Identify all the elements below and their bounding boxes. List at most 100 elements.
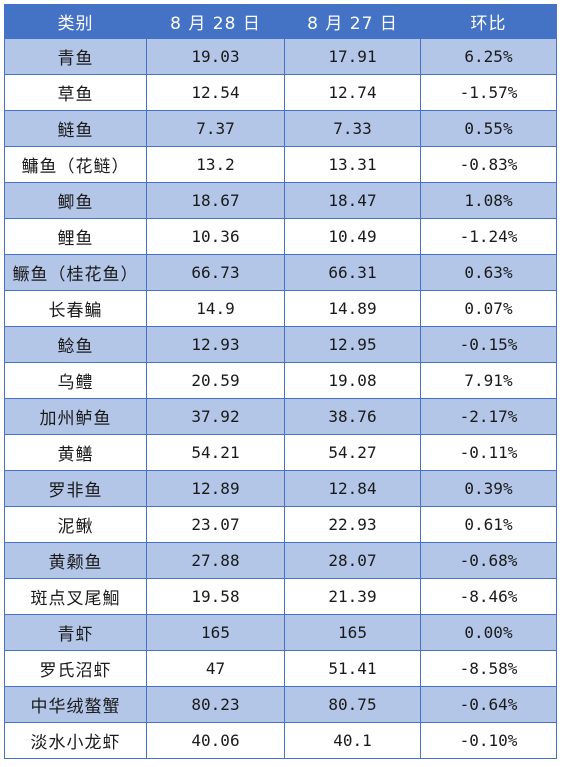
cell-category: 鳜鱼（桂花鱼）	[4, 254, 147, 291]
cell-price-aug27: 19.08	[284, 362, 421, 399]
cell-price-aug27: 12.95	[284, 326, 421, 363]
cell-category: 鲶鱼	[4, 326, 147, 363]
cell-price-aug28: 20.59	[146, 362, 285, 399]
cell-change: -2.17%	[420, 398, 557, 435]
cell-change: -1.24%	[420, 218, 557, 255]
cell-change: -1.57%	[420, 74, 557, 111]
cell-price-aug28: 19.03	[146, 38, 285, 75]
cell-category: 中华绒螯蟹	[4, 686, 147, 723]
cell-category: 泥鳅	[4, 506, 147, 543]
cell-category: 黄颡鱼	[4, 542, 147, 579]
table-row: 罗氏沼虾 47 51.41 -8.58%	[4, 650, 557, 687]
table-row: 青鱼 19.03 17.91 6.25%	[4, 38, 557, 75]
cell-change: 6.25%	[420, 38, 557, 75]
cell-change: 0.00%	[420, 614, 557, 651]
cell-change: -0.11%	[420, 434, 557, 471]
cell-change: -8.58%	[420, 650, 557, 687]
price-table: 类别 8 月 28 日 8 月 27 日 环比 青鱼 19.03 17.91 6.25…	[4, 4, 557, 759]
cell-category: 鳙鱼（花鲢）	[4, 146, 147, 183]
cell-price-aug28: 13.2	[146, 146, 285, 183]
header-category: 类别	[4, 4, 147, 39]
cell-category: 加州鲈鱼	[4, 398, 147, 435]
cell-price-aug27: 12.74	[284, 74, 421, 111]
header-date-aug28: 8 月 28 日	[146, 4, 285, 39]
price-table-container: 类别 8 月 28 日 8 月 27 日 环比 青鱼 19.03 17.91 6.25…	[4, 4, 557, 759]
cell-category: 乌鳢	[4, 362, 147, 399]
cell-change: 0.07%	[420, 290, 557, 327]
cell-price-aug28: 37.92	[146, 398, 285, 435]
cell-price-aug28: 19.58	[146, 578, 285, 615]
table-row: 斑点叉尾鮰 19.58 21.39 -8.46%	[4, 578, 557, 615]
cell-price-aug27: 165	[284, 614, 421, 651]
table-header: 类别 8 月 28 日 8 月 27 日 环比	[4, 4, 557, 39]
cell-category: 青虾	[4, 614, 147, 651]
cell-price-aug28: 47	[146, 650, 285, 687]
header-change: 环比	[420, 4, 557, 39]
table-row: 黄颡鱼 27.88 28.07 -0.68%	[4, 542, 557, 579]
cell-price-aug28: 54.21	[146, 434, 285, 471]
table-row: 鲫鱼 18.67 18.47 1.08%	[4, 182, 557, 219]
cell-price-aug28: 80.23	[146, 686, 285, 723]
cell-price-aug27: 14.89	[284, 290, 421, 327]
cell-change: -0.10%	[420, 722, 557, 759]
table-row: 中华绒螯蟹 80.23 80.75 -0.64%	[4, 686, 557, 723]
cell-price-aug28: 14.9	[146, 290, 285, 327]
cell-category: 斑点叉尾鮰	[4, 578, 147, 615]
cell-change: 0.61%	[420, 506, 557, 543]
cell-price-aug27: 38.76	[284, 398, 421, 435]
cell-change: -0.83%	[420, 146, 557, 183]
table-row: 长春鳊 14.9 14.89 0.07%	[4, 290, 557, 327]
table-row: 鲤鱼 10.36 10.49 -1.24%	[4, 218, 557, 255]
cell-price-aug27: 28.07	[284, 542, 421, 579]
table-row: 淡水小龙虾 40.06 40.1 -0.10%	[4, 722, 557, 759]
cell-price-aug27: 80.75	[284, 686, 421, 723]
cell-price-aug27: 13.31	[284, 146, 421, 183]
cell-category: 青鱼	[4, 38, 147, 75]
cell-change: 0.39%	[420, 470, 557, 507]
table-row: 罗非鱼 12.89 12.84 0.39%	[4, 470, 557, 507]
cell-category: 草鱼	[4, 74, 147, 111]
header-row: 类别 8 月 28 日 8 月 27 日 环比	[4, 4, 557, 39]
cell-price-aug28: 18.67	[146, 182, 285, 219]
cell-price-aug27: 10.49	[284, 218, 421, 255]
table-row: 鲶鱼 12.93 12.95 -0.15%	[4, 326, 557, 363]
cell-price-aug28: 66.73	[146, 254, 285, 291]
cell-change: -8.46%	[420, 578, 557, 615]
cell-category: 鲫鱼	[4, 182, 147, 219]
table-row: 鳙鱼（花鲢） 13.2 13.31 -0.83%	[4, 146, 557, 183]
cell-change: -0.68%	[420, 542, 557, 579]
cell-price-aug27: 51.41	[284, 650, 421, 687]
cell-category: 罗非鱼	[4, 470, 147, 507]
cell-price-aug28: 12.54	[146, 74, 285, 111]
cell-price-aug27: 54.27	[284, 434, 421, 471]
cell-change: -0.15%	[420, 326, 557, 363]
table-row: 乌鳢 20.59 19.08 7.91%	[4, 362, 557, 399]
cell-price-aug28: 12.93	[146, 326, 285, 363]
cell-price-aug28: 165	[146, 614, 285, 651]
table-row: 青虾 165 165 0.00%	[4, 614, 557, 651]
cell-change: -0.64%	[420, 686, 557, 723]
cell-price-aug28: 7.37	[146, 110, 285, 147]
cell-change: 1.08%	[420, 182, 557, 219]
cell-price-aug27: 7.33	[284, 110, 421, 147]
cell-price-aug28: 23.07	[146, 506, 285, 543]
cell-price-aug28: 27.88	[146, 542, 285, 579]
header-date-aug27: 8 月 27 日	[284, 4, 421, 39]
cell-price-aug28: 40.06	[146, 722, 285, 759]
cell-category: 黄鳝	[4, 434, 147, 471]
cell-price-aug27: 40.1	[284, 722, 421, 759]
cell-price-aug27: 18.47	[284, 182, 421, 219]
table-body: 青鱼 19.03 17.91 6.25% 草鱼 12.54 12.74 -1.57% 鲢鱼 7.3…	[4, 38, 557, 759]
table-row: 鲢鱼 7.37 7.33 0.55%	[4, 110, 557, 147]
cell-change: 7.91%	[420, 362, 557, 399]
cell-price-aug27: 66.31	[284, 254, 421, 291]
cell-price-aug28: 12.89	[146, 470, 285, 507]
cell-change: 0.63%	[420, 254, 557, 291]
cell-category: 淡水小龙虾	[4, 722, 147, 759]
table-row: 加州鲈鱼 37.92 38.76 -2.17%	[4, 398, 557, 435]
cell-category: 长春鳊	[4, 290, 147, 327]
table-row: 泥鳅 23.07 22.93 0.61%	[4, 506, 557, 543]
table-row: 草鱼 12.54 12.74 -1.57%	[4, 74, 557, 111]
cell-change: 0.55%	[420, 110, 557, 147]
cell-price-aug27: 12.84	[284, 470, 421, 507]
